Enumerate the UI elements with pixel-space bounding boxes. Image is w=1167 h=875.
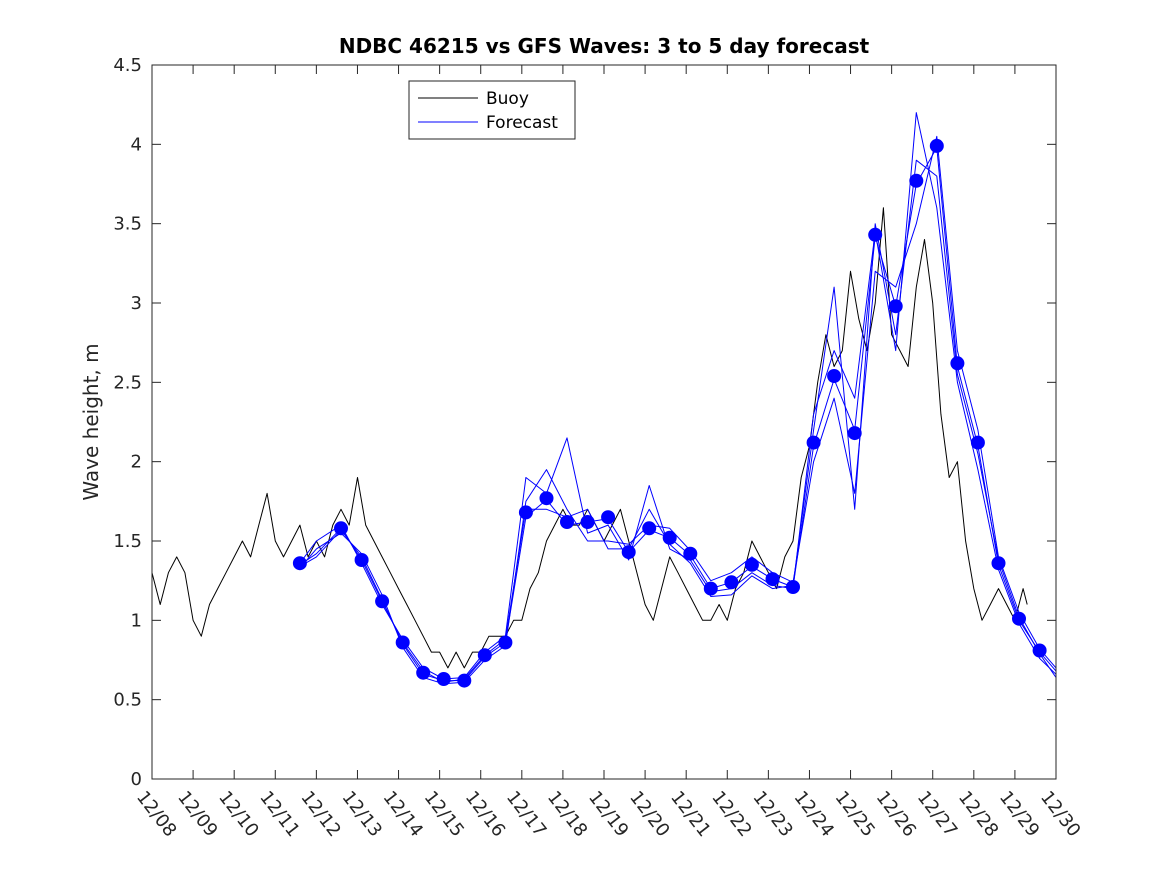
forecast-point — [724, 575, 739, 590]
y-tick-label: 4.5 — [113, 55, 142, 76]
forecast-point — [436, 672, 451, 686]
forecast-point — [970, 435, 985, 450]
legend: Buoy Forecast — [408, 80, 576, 140]
legend-box — [408, 80, 576, 140]
forecast-point — [765, 572, 780, 587]
forecast-point — [827, 369, 842, 383]
forecast-point — [847, 426, 862, 441]
y-tick-label: 2.5 — [113, 372, 142, 393]
forecast-point — [991, 556, 1006, 571]
forecast-point — [498, 635, 513, 650]
forecast-point — [683, 546, 698, 561]
forecast-point — [868, 227, 883, 242]
forecast-point — [1012, 611, 1026, 626]
y-tick-label: 3.5 — [113, 214, 142, 235]
forecast-point — [375, 594, 390, 609]
y-tick-label: 1 — [131, 610, 142, 631]
plot-frame — [151, 64, 1057, 780]
y-axis: 0 0.5 1 1.5 2 2.5 3 3.5 4 4.5 — [113, 55, 1056, 790]
legend-buoy-label: Buoy — [486, 89, 529, 109]
forecast-point — [786, 580, 800, 594]
forecast-point — [909, 173, 924, 188]
forecast-point — [354, 553, 369, 567]
forecast-point — [457, 673, 472, 688]
forecast-point — [744, 557, 759, 572]
forecast-point — [806, 435, 821, 450]
y-tick-label: 1.5 — [113, 531, 142, 552]
forecast-point — [518, 505, 533, 520]
legend-forecast-label: Forecast — [486, 113, 558, 133]
forecast-point — [477, 648, 492, 663]
y-tick-label: 3 — [131, 293, 142, 314]
forecast-point — [662, 530, 677, 545]
y-axis-label: Wave height, m — [79, 343, 103, 500]
forecast-point — [601, 510, 616, 525]
forecast-point — [292, 556, 307, 571]
forecast-point — [580, 515, 595, 529]
forecast-point — [416, 665, 431, 680]
forecast-point — [888, 299, 903, 314]
marker-layer — [292, 138, 1047, 688]
forecast-point — [929, 138, 944, 153]
forecast-point — [334, 521, 348, 536]
y-tick-label: 0 — [131, 769, 142, 790]
plot-area — [152, 65, 1056, 779]
forecast-point — [621, 545, 636, 560]
y-tick-label: 2 — [131, 452, 142, 473]
forecast-point — [950, 356, 965, 371]
forecast-point — [395, 635, 410, 650]
forecast-point — [539, 491, 554, 506]
forecast-point — [703, 581, 718, 596]
y-tick-label: 0.5 — [113, 690, 142, 711]
forecast-point — [560, 515, 574, 529]
y-tick-label: 4 — [131, 134, 142, 155]
forecast-point — [642, 521, 657, 536]
chart-title: NDBC 46215 vs GFS Waves: 3 to 5 day fore… — [339, 34, 870, 58]
forecast-point — [1032, 643, 1047, 658]
